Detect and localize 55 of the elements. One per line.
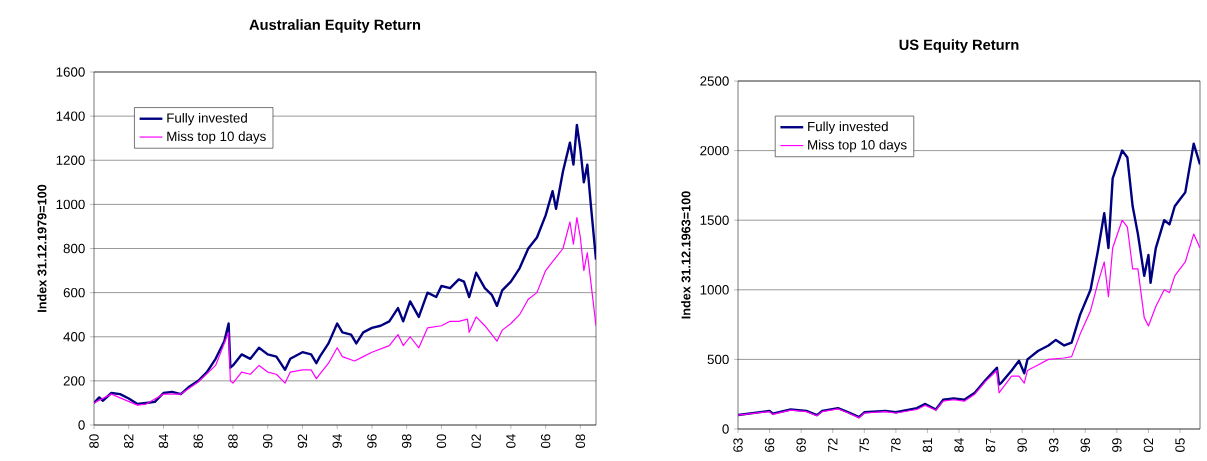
y-tick-label: 1000 xyxy=(700,285,729,295)
y-tick-label: 400 xyxy=(63,332,85,342)
x-tick-label: 04 xyxy=(506,434,516,449)
x-tick-label: 66 xyxy=(764,438,775,452)
x-tick-label: 02 xyxy=(1143,438,1154,453)
line-series xyxy=(94,217,596,406)
x-tick-label: 69 xyxy=(796,438,806,452)
x-tick-label: 84 xyxy=(158,434,169,448)
x-tick-label: 90 xyxy=(1017,438,1027,452)
line-series xyxy=(738,219,1201,419)
x-tick-label: 02 xyxy=(471,434,481,449)
y-tick-label: 2000 xyxy=(700,145,729,156)
legend-label: Fully invested xyxy=(808,121,888,134)
y-tick-label: 1600 xyxy=(56,67,85,77)
x-tick-label: 88 xyxy=(228,434,238,448)
y-tick-label: 600 xyxy=(63,287,85,298)
x-tick-label: 78 xyxy=(891,438,901,452)
y-tick-label: 1200 xyxy=(56,155,85,165)
y-tick-label: 1500 xyxy=(700,215,729,225)
x-tick-label: 72 xyxy=(828,438,838,452)
y-axis-title: Index 31.12.1979=100 xyxy=(37,184,47,312)
y-tick-label: 2500 xyxy=(700,76,729,86)
legend-label: Fully invested xyxy=(167,112,247,126)
y-tick-label: 500 xyxy=(707,354,729,365)
chart-title: US Equity Return xyxy=(899,39,1019,53)
x-tick-label: 05 xyxy=(1175,438,1185,453)
x-tick-label: 80 xyxy=(89,434,99,448)
y-axis-title: Index 31.12.1963=100 xyxy=(681,191,691,319)
x-tick-label: 75 xyxy=(859,438,869,452)
x-tick-label: 93 xyxy=(1049,438,1059,452)
x-tick-label: 96 xyxy=(367,434,377,448)
x-tick-label: 94 xyxy=(332,434,342,448)
x-tick-label: 99 xyxy=(1112,438,1122,452)
legend-label: Miss top 10 days xyxy=(167,131,266,144)
x-tick-label: 00 xyxy=(436,434,447,449)
x-tick-label: 96 xyxy=(1080,438,1091,452)
y-tick-label: 0 xyxy=(78,420,85,430)
x-tick-label: 81 xyxy=(922,438,933,452)
x-tick-label: 86 xyxy=(193,434,203,448)
x-tick-label: 84 xyxy=(954,438,964,452)
x-tick-label: 08 xyxy=(575,434,586,449)
y-tick-label: 1400 xyxy=(56,111,85,121)
legend-label: Miss top 10 days xyxy=(808,139,907,153)
x-tick-label: 90 xyxy=(262,434,273,448)
x-tick-label: 82 xyxy=(124,434,134,448)
y-tick-label: 200 xyxy=(63,376,85,386)
y-tick-label: 1000 xyxy=(56,199,85,210)
x-tick-label: 98 xyxy=(401,434,412,448)
x-tick-label: 06 xyxy=(540,434,551,449)
x-tick-label: 87 xyxy=(985,438,996,452)
x-tick-label: 92 xyxy=(297,434,308,448)
chart-title: Australian Equity Return xyxy=(249,19,421,33)
x-tick-label: 63 xyxy=(733,438,743,452)
y-tick-label: 0 xyxy=(722,424,729,434)
y-tick-label: 800 xyxy=(63,243,85,254)
